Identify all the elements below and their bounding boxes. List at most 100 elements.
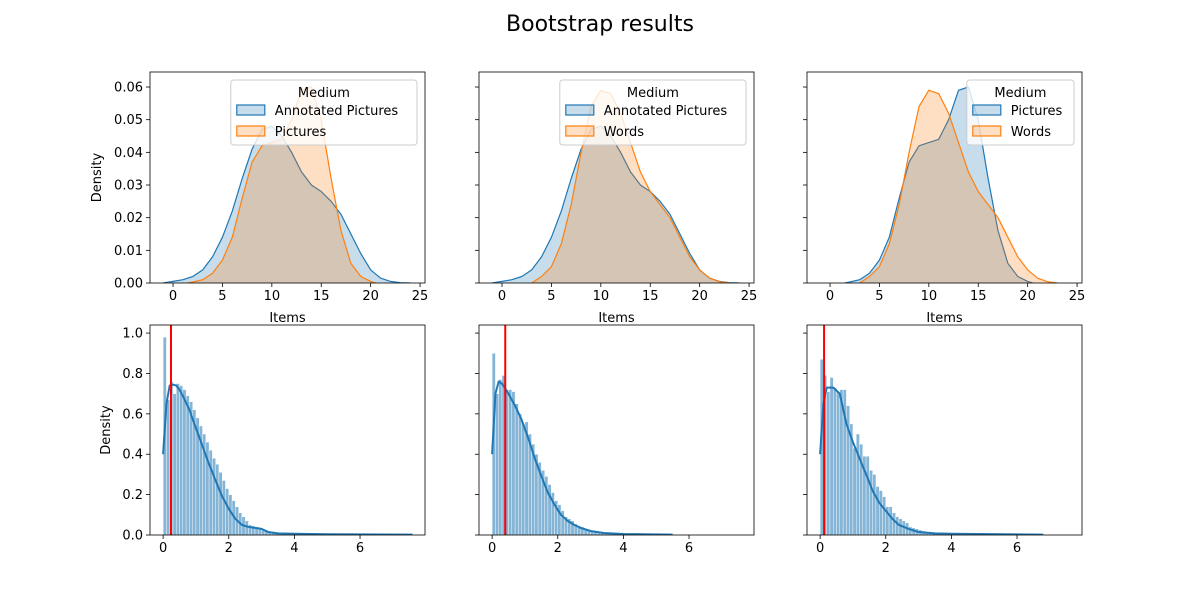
histogram-bar bbox=[186, 396, 189, 535]
x-tick-label: 15 bbox=[970, 289, 987, 304]
histogram-bar bbox=[873, 474, 876, 535]
x-tick-label: 25 bbox=[412, 289, 429, 304]
legend-swatch bbox=[566, 105, 594, 115]
legend-swatch bbox=[973, 105, 1001, 115]
legend-title: Medium bbox=[627, 86, 679, 101]
x-tick-label: 4 bbox=[947, 541, 955, 556]
histogram-bar bbox=[879, 491, 882, 535]
histogram-bar bbox=[216, 464, 219, 535]
histogram-bar bbox=[219, 472, 222, 535]
y-axis-label: Density bbox=[99, 405, 114, 455]
x-axis-label: Items bbox=[598, 311, 635, 326]
x-axis-label: Items bbox=[269, 311, 306, 326]
legend-title: Medium bbox=[994, 86, 1046, 101]
histogram-bar bbox=[869, 470, 872, 535]
histogram-bar bbox=[180, 386, 183, 535]
y-tick-label: 0.2 bbox=[122, 488, 143, 503]
x-tick-label: 0 bbox=[498, 289, 506, 304]
y-tick-label: 0.04 bbox=[114, 146, 143, 161]
y-tick-label: 0.06 bbox=[114, 81, 143, 96]
legend-entry: Pictures bbox=[1011, 104, 1063, 119]
x-tick-label: 25 bbox=[741, 289, 758, 304]
x-tick-label: 6 bbox=[356, 541, 364, 556]
histogram-bar bbox=[830, 378, 833, 536]
x-tick-label: 4 bbox=[290, 541, 298, 556]
legend-swatch bbox=[973, 126, 1001, 136]
y-tick-label: 0.02 bbox=[114, 211, 143, 226]
x-tick-label: 4 bbox=[619, 541, 627, 556]
x-tick-label: 2 bbox=[225, 541, 233, 556]
histogram-bar bbox=[173, 394, 176, 535]
x-tick-label: 0 bbox=[159, 541, 167, 556]
x-tick-label: 0 bbox=[169, 289, 177, 304]
legend-swatch bbox=[566, 126, 594, 136]
y-tick-label: 0.0 bbox=[122, 529, 143, 544]
x-tick-label: 25 bbox=[1069, 289, 1086, 304]
histogram-bar bbox=[222, 480, 225, 535]
histogram-bar bbox=[225, 489, 228, 535]
histogram-bar bbox=[827, 392, 830, 535]
histogram-bar bbox=[889, 507, 892, 535]
histogram-bar bbox=[518, 414, 521, 535]
histogram-bar bbox=[853, 448, 856, 535]
histogram-bar bbox=[499, 380, 502, 535]
legend-swatch bbox=[237, 105, 265, 115]
histogram-bar bbox=[509, 390, 512, 535]
histogram-bar bbox=[176, 384, 179, 535]
y-axis-label: Density bbox=[90, 152, 105, 202]
histogram-bar bbox=[183, 390, 186, 535]
x-tick-label: 2 bbox=[554, 541, 562, 556]
x-tick-label: 10 bbox=[593, 289, 610, 304]
histogram-bar bbox=[896, 517, 899, 535]
histogram-bar bbox=[245, 521, 248, 535]
legend: Medium Pictures Words bbox=[967, 80, 1074, 145]
histogram-bar bbox=[840, 390, 843, 535]
x-tick-label: 2 bbox=[882, 541, 890, 556]
x-axis-label: Items bbox=[926, 311, 963, 326]
legend-entry: Annotated Pictures bbox=[275, 104, 399, 119]
legend-swatch bbox=[237, 126, 265, 136]
histogram-bar bbox=[166, 400, 169, 535]
y-tick-label: 0.6 bbox=[122, 407, 143, 422]
x-tick-label: 10 bbox=[921, 289, 938, 304]
x-tick-label: 20 bbox=[691, 289, 708, 304]
x-tick-label: 15 bbox=[642, 289, 659, 304]
x-tick-label: 15 bbox=[313, 289, 330, 304]
legend-entry: Annotated Pictures bbox=[604, 104, 728, 119]
x-tick-label: 0 bbox=[816, 541, 824, 556]
histogram-bar bbox=[522, 424, 525, 535]
figure-title: Bootstrap results bbox=[506, 12, 694, 37]
legend-title: Medium bbox=[298, 86, 350, 101]
histogram-bar bbox=[212, 458, 215, 535]
y-tick-label: 0.03 bbox=[114, 179, 143, 194]
x-tick-label: 10 bbox=[264, 289, 281, 304]
x-tick-label: 20 bbox=[1019, 289, 1036, 304]
histogram-bar bbox=[833, 388, 836, 535]
legend-entry: Words bbox=[1011, 125, 1051, 140]
y-tick-label: 0.05 bbox=[114, 113, 143, 128]
x-tick-label: 5 bbox=[547, 289, 555, 304]
legend-entry: Words bbox=[604, 125, 644, 140]
legend-entry: Pictures bbox=[275, 125, 327, 140]
x-tick-label: 0 bbox=[488, 541, 496, 556]
histogram-bar bbox=[495, 394, 498, 535]
histogram-bar bbox=[837, 392, 840, 535]
y-tick-label: 1.0 bbox=[122, 327, 143, 342]
histogram-bar bbox=[866, 456, 869, 535]
histogram-bar bbox=[258, 529, 261, 535]
legend: Medium Annotated Pictures Pictures bbox=[231, 80, 417, 145]
histogram-bar bbox=[512, 392, 515, 535]
histogram-bar bbox=[876, 487, 879, 535]
y-tick-label: 0.4 bbox=[122, 448, 143, 463]
x-tick-label: 5 bbox=[875, 289, 883, 304]
x-tick-label: 5 bbox=[218, 289, 226, 304]
histogram-bar bbox=[189, 402, 192, 535]
x-tick-label: 0 bbox=[826, 289, 834, 304]
legend: Medium Annotated Pictures Words bbox=[560, 80, 746, 145]
x-tick-label: 6 bbox=[1013, 541, 1021, 556]
x-tick-label: 20 bbox=[362, 289, 379, 304]
y-tick-label: 0.00 bbox=[114, 277, 143, 292]
histogram-bar bbox=[882, 497, 885, 535]
y-tick-label: 0.01 bbox=[114, 244, 143, 259]
